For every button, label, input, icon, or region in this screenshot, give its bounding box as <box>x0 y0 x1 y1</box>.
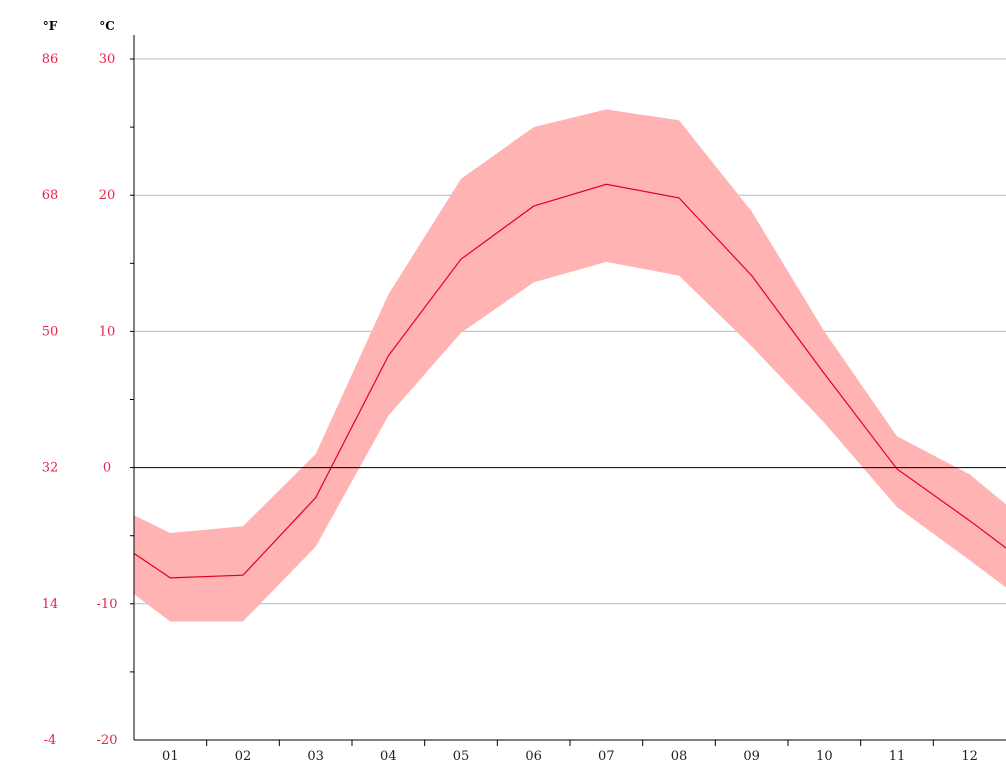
celsius-tick-20: 20 <box>99 188 116 203</box>
fahrenheit-tick-50: 50 <box>42 324 59 339</box>
month-label-06: 06 <box>525 749 542 763</box>
month-label-08: 08 <box>671 749 688 763</box>
fahrenheit-tick-86: 86 <box>42 52 59 67</box>
temperature-range-band-group <box>134 109 1006 622</box>
month-label-10: 10 <box>816 749 833 763</box>
month-label-01: 01 <box>162 749 179 763</box>
celsius-tick--20: -20 <box>97 733 118 748</box>
month-label-07: 07 <box>598 749 615 763</box>
month-label-05: 05 <box>453 749 470 763</box>
axis-labels: °F °C 30 86 20 68 10 50 0 32 -10 14 -20 -4 01 02 03 04 0… <box>42 19 978 763</box>
fahrenheit-tick--4: -4 <box>44 733 57 748</box>
temperature-range-band <box>134 109 1006 622</box>
fahrenheit-tick-14: 14 <box>42 597 59 612</box>
month-label-09: 09 <box>743 749 760 763</box>
fahrenheit-tick-32: 32 <box>42 461 59 476</box>
fahrenheit-unit-label: °F <box>43 19 58 33</box>
fahrenheit-tick-68: 68 <box>42 188 59 203</box>
mean-temperature-line <box>133 183 1006 579</box>
month-label-02: 02 <box>235 749 252 763</box>
celsius-tick-10: 10 <box>99 324 116 339</box>
month-label-04: 04 <box>380 749 397 763</box>
mean-temperature-line-group <box>133 183 1006 579</box>
month-label-12: 12 <box>961 749 978 763</box>
celsius-tick-0: 0 <box>103 461 111 476</box>
month-label-11: 11 <box>889 749 906 763</box>
celsius-tick--10: -10 <box>97 597 118 612</box>
celsius-tick-30: 30 <box>99 52 116 67</box>
axes <box>130 35 1006 746</box>
month-label-03: 03 <box>307 749 324 763</box>
grid-lines <box>134 58 1006 605</box>
celsius-unit-label: °C <box>99 19 115 33</box>
